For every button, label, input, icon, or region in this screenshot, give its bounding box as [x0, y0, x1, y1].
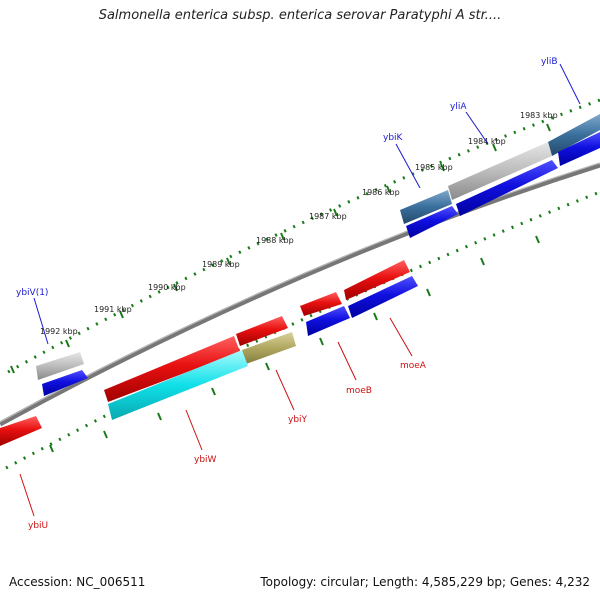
tick-label: 1988 kbp: [256, 236, 294, 245]
callout-lines: [19, 63, 581, 517]
label-ybiV: ybiV(1): [16, 288, 48, 298]
forward-genes: [36, 114, 600, 396]
tick-label: 1986 kbp: [362, 188, 400, 197]
gene-ybiK[interactable]: [400, 190, 452, 224]
label-moeB: moeB: [346, 386, 372, 396]
label-yliA: yliA: [450, 102, 467, 112]
gene-blue-4[interactable]: [306, 306, 350, 336]
tick-label: 1987 kbp: [309, 212, 347, 221]
gene-ybiV[interactable]: [36, 352, 84, 380]
gene-ybiB[interactable]: [548, 114, 600, 156]
tick-label: 1985 kbp: [415, 163, 453, 172]
label-ybiY: ybiY: [288, 415, 308, 425]
gene-blue-3[interactable]: [406, 206, 458, 238]
label-ybiW: ybiW: [194, 455, 217, 465]
tick-label: 1990 kbp: [148, 283, 186, 292]
inner-tick-ring: [5, 190, 600, 470]
label-yliB: yliB: [541, 57, 558, 67]
label-ybiU: ybiU: [28, 521, 48, 531]
tick-label: 1992 kbp: [40, 327, 78, 336]
gene-moeB[interactable]: [300, 292, 342, 316]
topology-summary: Topology: circular; Length: 4,585,229 bp…: [260, 575, 590, 589]
gene-blue-1[interactable]: [558, 132, 600, 166]
tick-label: 1991 kbp: [94, 305, 132, 314]
gene-yliA[interactable]: [448, 142, 552, 200]
tick-label: 1983 kbp: [520, 111, 558, 120]
gene-ybiY[interactable]: [242, 332, 296, 364]
gene-ybiW-red[interactable]: [104, 336, 240, 402]
label-moeA: moeA: [400, 361, 427, 371]
outer-tick-ring: [7, 98, 600, 374]
gene-red-mid[interactable]: [236, 316, 288, 346]
gene-moeA[interactable]: [344, 260, 410, 300]
gene-ybiW[interactable]: [108, 350, 248, 420]
gene-blue-2[interactable]: [456, 160, 558, 216]
map-title: Salmonella enterica subsp. enterica sero…: [98, 8, 502, 23]
accession-text: Accession: NC_006511: [9, 575, 146, 589]
reverse-genes: [0, 260, 410, 446]
major-ticks: [10, 123, 551, 374]
inner-major-ticks: [49, 235, 540, 453]
gene-ybiU[interactable]: [0, 416, 42, 446]
genome-backbone-highlight: [0, 162, 600, 423]
gene-moeA-blue[interactable]: [348, 276, 418, 318]
label-ybiK: ybiK: [383, 133, 404, 143]
genome-backbone: [0, 162, 600, 427]
tick-label: 1989 kbp: [202, 260, 240, 269]
gene-blue-5[interactable]: [42, 370, 88, 396]
